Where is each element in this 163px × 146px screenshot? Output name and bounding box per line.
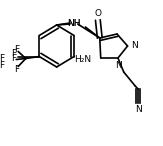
Text: O: O	[94, 9, 101, 19]
Text: F: F	[0, 61, 5, 70]
Text: N: N	[135, 105, 141, 113]
Text: NH: NH	[67, 19, 81, 27]
Text: F: F	[11, 49, 16, 58]
Text: F: F	[15, 45, 20, 54]
Text: H₂N: H₂N	[74, 54, 91, 64]
Text: N: N	[131, 41, 138, 51]
Text: F: F	[15, 65, 20, 74]
Text: F: F	[0, 54, 5, 63]
Text: N: N	[116, 61, 122, 71]
Text: F: F	[11, 54, 16, 63]
Text: NH: NH	[67, 19, 81, 27]
